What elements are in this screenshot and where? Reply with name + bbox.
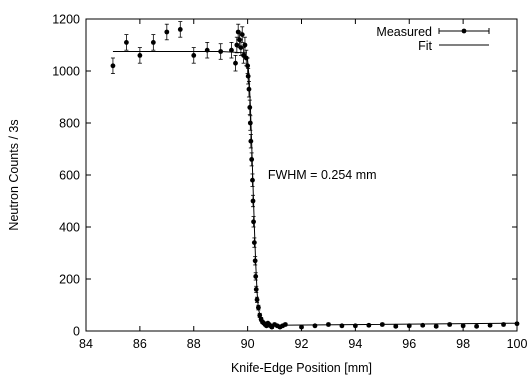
x-tick-label: 98: [456, 337, 470, 351]
data-point: [474, 323, 479, 329]
data-point: [366, 322, 372, 328]
data-point: [312, 323, 318, 329]
data-point: [245, 73, 251, 79]
y-tick-label: 800: [59, 117, 80, 131]
data-point: [137, 53, 143, 58]
data-point: [352, 323, 358, 329]
x-tick-label: 96: [402, 337, 416, 351]
data-point: [250, 177, 255, 183]
data-point: [247, 120, 253, 126]
data-point: [420, 322, 426, 328]
legend-marker: [461, 28, 467, 34]
data-point: [233, 60, 238, 66]
y-axis-title: Neutron Counts / 3s: [7, 119, 21, 230]
fit-series: [112, 51, 518, 326]
data-point: [218, 49, 224, 54]
y-tick-label: 0: [73, 325, 80, 339]
data-point: [239, 32, 245, 37]
data-point: [177, 27, 183, 32]
data-point: [124, 40, 129, 45]
y-tick-label: 1000: [52, 65, 80, 79]
data-point: [460, 323, 466, 329]
data-point: [247, 105, 253, 110]
data-point: [204, 47, 210, 53]
data-point: [150, 40, 156, 45]
data-point: [251, 219, 256, 225]
data-point: [249, 157, 255, 162]
data-point: [234, 42, 240, 48]
data-point: [257, 313, 263, 318]
data-point: [256, 305, 261, 310]
x-tick-label: 92: [295, 337, 309, 351]
data-point: [514, 321, 520, 327]
fwhm-annotation: FWHM = 0.254 mm: [268, 168, 377, 182]
data-point: [379, 322, 385, 327]
data-point: [393, 323, 399, 329]
data-point: [252, 258, 258, 264]
measured-series: [110, 21, 520, 330]
data-point: [229, 47, 234, 53]
data-point: [251, 240, 257, 246]
x-tick-label: 88: [187, 337, 201, 351]
legend: Measured Fit: [376, 25, 490, 53]
x-tick-label: 86: [133, 337, 147, 351]
data-point: [326, 322, 331, 327]
data-point: [406, 323, 412, 329]
x-tick-label: 94: [348, 337, 362, 351]
data-point: [110, 63, 116, 69]
data-point: [246, 86, 252, 92]
data-point: [164, 29, 170, 35]
x-tick-label: 84: [79, 337, 93, 351]
x-tick-label: 90: [241, 337, 255, 351]
y-tick-label: 400: [59, 221, 80, 235]
data-point: [487, 322, 493, 328]
data-point: [447, 322, 453, 327]
data-point: [242, 42, 248, 48]
data-point: [299, 324, 304, 330]
y-tick-label: 200: [59, 273, 80, 287]
legend-sample-measured: [438, 28, 490, 34]
y-tick-label: 600: [59, 169, 80, 183]
data-point: [339, 323, 345, 329]
y-tick-label: 1200: [52, 13, 80, 27]
data-point: [501, 322, 506, 327]
data-point: [253, 287, 259, 292]
x-axis-title: Knife-Edge Position [mm]: [231, 361, 372, 375]
legend-label-measured: Measured: [376, 25, 432, 39]
data-point: [282, 322, 288, 327]
x-tick-label: 100: [507, 337, 528, 351]
data-point: [191, 53, 197, 58]
data-point: [253, 274, 259, 279]
data-point: [245, 63, 251, 69]
data-point: [248, 138, 254, 144]
legend-label-fit: Fit: [418, 39, 432, 53]
data-point: [433, 323, 439, 329]
data-point: [254, 297, 260, 303]
fit-line: [112, 51, 518, 326]
data-point: [250, 198, 256, 204]
data-point: [238, 45, 244, 50]
